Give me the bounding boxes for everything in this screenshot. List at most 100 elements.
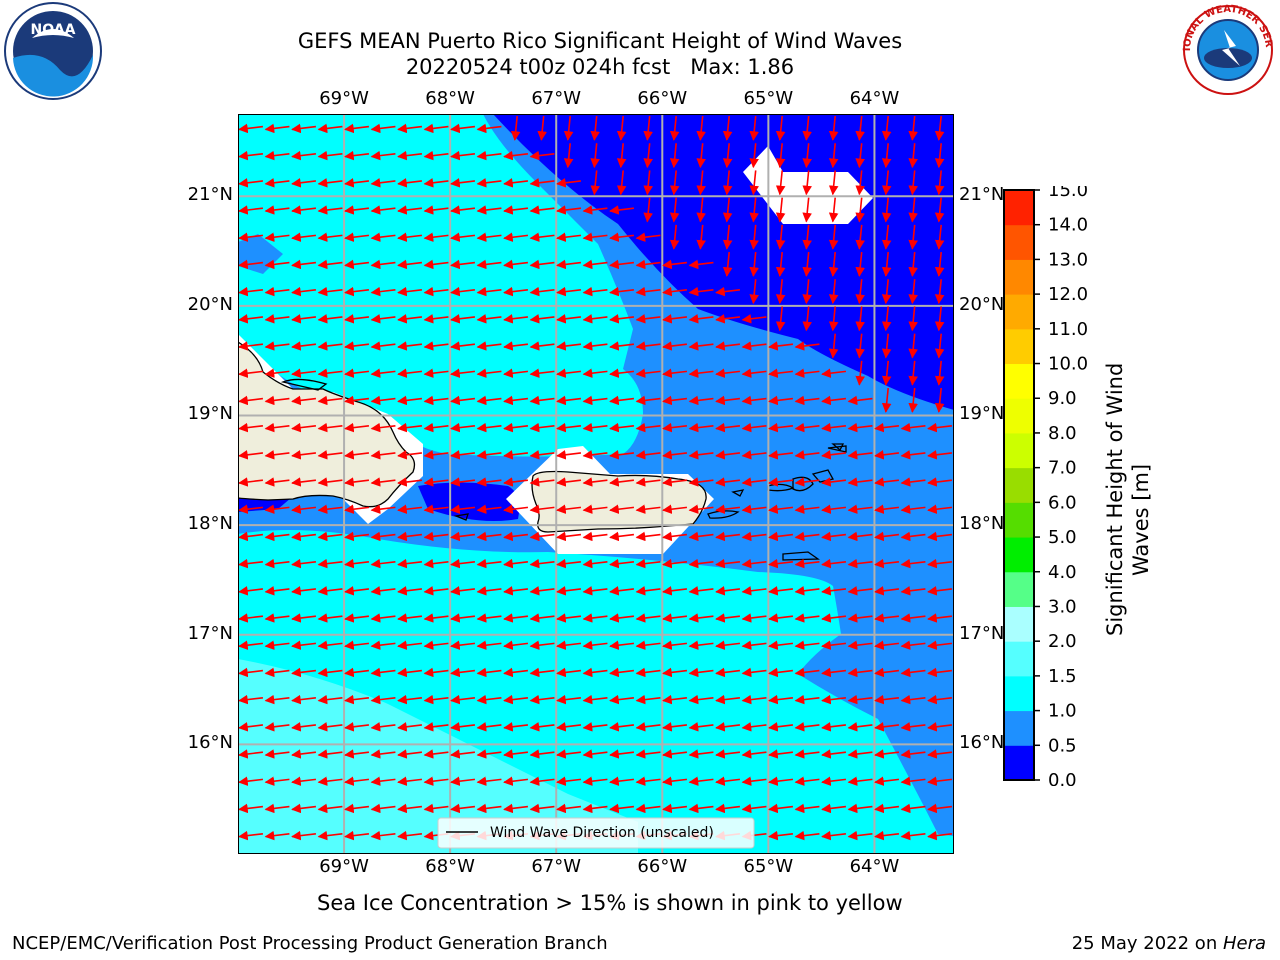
wave-arrow <box>768 640 794 650</box>
wave-arrow <box>529 368 555 378</box>
wave-arrow <box>741 477 767 487</box>
wave-arrow <box>802 224 812 250</box>
wave-arrow <box>344 749 370 759</box>
wave-arrow <box>775 251 786 277</box>
wave-arrow <box>370 477 396 487</box>
chart-subtitle: 20220524 t00z 024h fcst Max: 1.86 <box>405 55 795 79</box>
wave-arrow <box>688 422 714 433</box>
wave-arrow <box>238 504 264 514</box>
wave-arrow <box>847 504 873 514</box>
wave-arrow <box>291 395 317 406</box>
wave-arrow <box>794 613 820 623</box>
wave-arrow <box>847 558 873 569</box>
wave-arrow <box>344 640 370 650</box>
wave-arrow <box>370 531 396 542</box>
wave-arrow <box>635 504 661 514</box>
footer-date: 25 May 2022 on <box>1071 933 1223 954</box>
wave-arrow <box>264 178 290 188</box>
wave-arrow <box>768 776 794 786</box>
wave-arrow <box>643 143 653 169</box>
wave-arrow <box>556 259 582 270</box>
lat-label-right: 16°N <box>959 732 1005 754</box>
wave-arrow <box>582 232 608 242</box>
wave-arrow <box>344 558 370 569</box>
wave-arrow <box>264 150 290 161</box>
wave-arrow <box>370 422 396 433</box>
wave-arrow <box>529 150 555 161</box>
wave-arrow <box>847 586 873 596</box>
wave-arrow <box>715 368 741 378</box>
wave-arrow <box>423 286 449 297</box>
colorbar-segment <box>1004 745 1034 781</box>
lat-label-left: 17°N <box>187 622 233 644</box>
wave-arrow <box>662 477 688 487</box>
wave-arrow <box>821 830 847 841</box>
wave-arrow <box>556 803 582 814</box>
wave-arrow <box>264 776 290 786</box>
wave-arrow <box>609 558 635 569</box>
wave-arrow <box>688 368 714 378</box>
wave-arrow <box>821 504 847 514</box>
wave-arrow <box>510 115 521 141</box>
wave-arrow <box>794 640 820 650</box>
wave-arrow <box>609 531 635 542</box>
wave-arrow <box>317 749 343 759</box>
wave-arrow <box>609 232 635 242</box>
wave-arrow <box>855 279 865 305</box>
wave-arrow <box>556 558 582 569</box>
colorbar-tick-label: 0.0 <box>1048 770 1077 786</box>
wave-arrow <box>450 694 476 705</box>
wave-arrow <box>927 450 953 460</box>
wave-arrow <box>450 123 476 134</box>
wave-arrow <box>344 586 370 596</box>
wave-arrow <box>317 286 343 297</box>
wave-arrow <box>662 368 688 378</box>
wave-arrow <box>397 722 423 732</box>
wave-arrow <box>317 803 343 814</box>
wave-arrow <box>529 558 555 569</box>
wave-arrow <box>397 667 423 678</box>
wave-arrow <box>696 143 706 169</box>
wave-arrow <box>794 504 820 514</box>
wave-arrow <box>397 395 423 406</box>
wave-arrow <box>900 830 926 841</box>
lat-label-left: 21°N <box>187 184 233 206</box>
wave-arrow <box>722 143 733 169</box>
wave-arrow <box>775 143 786 169</box>
wave-arrow <box>635 477 661 487</box>
colorbar-segment <box>1004 190 1034 226</box>
colorbar-tick-label: 2.0 <box>1048 631 1077 652</box>
wave-arrow <box>821 531 847 542</box>
wave-arrow <box>317 341 343 351</box>
wave-arrow <box>317 178 343 188</box>
wave-arrow <box>768 749 794 759</box>
wave-arrow <box>881 170 892 196</box>
wave-arrow <box>828 143 839 169</box>
wave-arrow <box>874 722 900 732</box>
wave-arrow <box>423 314 449 324</box>
wave-arrow <box>821 640 847 650</box>
wave-arrow <box>643 170 653 196</box>
colorbar: 0.0 0.5 1.0 1.5 2.0 3.0 4.0 5.0 6.0 7.0 8.0 9.0 10.0… <box>1003 186 1088 786</box>
lon-label-bottom: 69°W <box>319 856 369 877</box>
wave-arrow <box>635 232 661 242</box>
wave-arrow <box>582 259 608 270</box>
wave-arrow <box>423 613 449 623</box>
wave-arrow <box>264 694 290 705</box>
wave-arrow <box>715 531 741 542</box>
wave-arrow <box>741 422 767 433</box>
lon-label-top: 69°W <box>319 88 369 109</box>
wave-arrow <box>847 450 873 460</box>
wave-arrow <box>855 360 865 386</box>
colorbar-segment <box>1004 710 1034 746</box>
wave-arrow <box>370 314 396 324</box>
wave-arrow <box>291 586 317 596</box>
wave-arrow <box>370 395 396 406</box>
wave-arrow <box>662 422 688 433</box>
wave-arrow <box>291 776 317 786</box>
wave-arrow <box>794 422 820 433</box>
contour-0.0-0.5-channel <box>418 482 520 522</box>
wave-arrow <box>855 251 865 277</box>
wave-arrow <box>476 667 502 678</box>
chart-title: GEFS MEAN Puerto Rico Significant Height… <box>297 29 903 53</box>
